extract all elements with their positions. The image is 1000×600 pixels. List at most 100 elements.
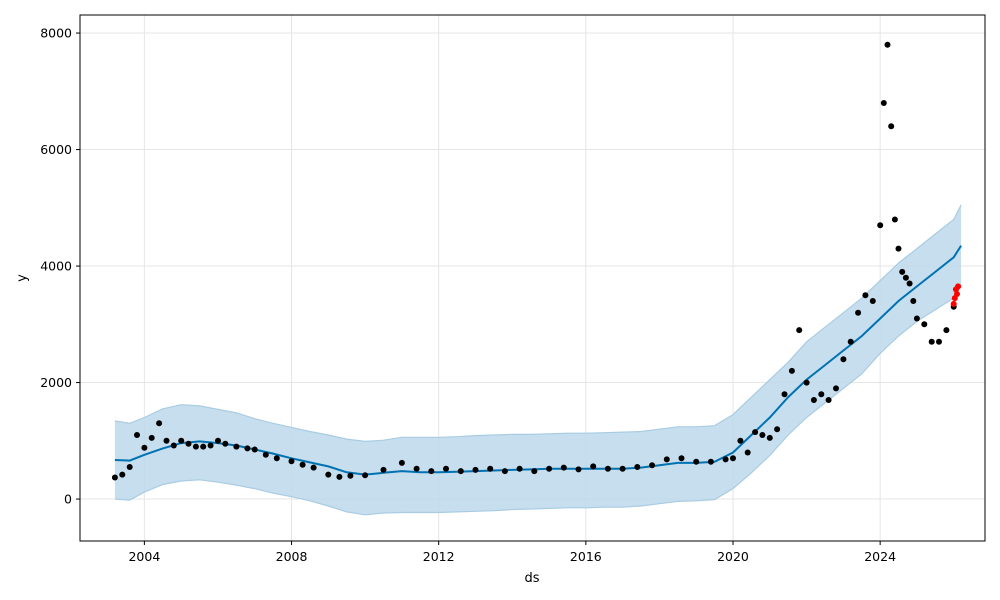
x-tick-label: 2020	[717, 549, 749, 564]
observed-point	[531, 468, 538, 475]
observed-point	[803, 379, 810, 386]
observed-point	[310, 464, 317, 471]
y-tick-label: 0	[64, 492, 72, 507]
observed-point	[288, 458, 295, 465]
y-tick-label: 8000	[40, 26, 72, 41]
observed-point	[840, 356, 847, 363]
observed-point	[516, 465, 523, 472]
observed-point	[847, 338, 854, 345]
x-tick-label: 2024	[864, 549, 896, 564]
observed-point	[862, 292, 869, 299]
observed-point	[707, 458, 714, 465]
observed-point	[663, 456, 670, 463]
observed-point	[560, 464, 567, 471]
observed-point	[678, 455, 685, 462]
observed-point	[273, 455, 280, 462]
observed-point	[185, 440, 192, 447]
observed-point	[244, 445, 251, 452]
observed-point	[604, 465, 611, 472]
x-tick-label: 2012	[423, 549, 455, 564]
observed-point	[325, 471, 332, 478]
observed-point	[913, 315, 920, 322]
observed-point	[192, 443, 199, 450]
observed-point	[888, 123, 895, 130]
observed-point	[910, 298, 917, 304]
observed-point	[472, 466, 479, 473]
observed-point	[869, 298, 876, 304]
observed-point	[943, 327, 950, 334]
observed-point	[575, 466, 582, 473]
y-axis-ticks: 0 2000 4000 6000 8000	[40, 26, 80, 507]
observed-point	[156, 420, 163, 427]
interval-upper-line	[114, 204, 962, 443]
observed-point	[336, 473, 343, 480]
observed-point	[443, 465, 449, 472]
observed-point	[891, 216, 898, 223]
observed-point	[619, 465, 626, 472]
observed-point	[170, 442, 177, 449]
observed-point	[126, 464, 133, 470]
observed-point	[649, 462, 656, 469]
observed-point	[818, 391, 825, 398]
observed-point	[855, 309, 862, 316]
x-axis-ticks: 2004 2008 2012 2016 2020 2024	[128, 541, 896, 564]
observed-point	[233, 443, 240, 450]
observed-point	[796, 327, 803, 334]
observed-point	[788, 367, 795, 374]
observed-point	[347, 472, 354, 479]
y-tick-label: 6000	[40, 142, 72, 157]
observed-point	[693, 458, 700, 465]
observed-point	[398, 459, 405, 466]
observed-point	[111, 474, 118, 481]
observed-point	[906, 280, 913, 287]
observed-point	[428, 468, 435, 475]
observed-point	[902, 274, 909, 281]
observed-point	[634, 464, 641, 470]
x-tick-label: 2008	[276, 549, 308, 564]
observed-point	[457, 468, 464, 475]
observed-point	[262, 451, 269, 458]
forecast-line-group	[114, 245, 962, 476]
observed-point	[546, 465, 553, 472]
observed-point	[810, 397, 817, 403]
y-tick-label: 2000	[40, 375, 72, 390]
observed-point	[781, 391, 788, 398]
observed-point	[752, 429, 759, 436]
observed-point	[825, 397, 832, 403]
observed-point	[119, 471, 126, 478]
observed-point	[178, 437, 185, 444]
observed-point	[380, 466, 387, 473]
forecast-line	[114, 245, 962, 476]
observed-point	[833, 385, 839, 392]
observed-point	[880, 100, 887, 106]
observed-point	[413, 465, 420, 472]
observed-point	[590, 463, 597, 470]
observed-point	[251, 446, 258, 453]
grid-lines	[80, 15, 985, 541]
observed-point	[134, 432, 140, 438]
observed-point	[722, 456, 729, 463]
observed-point	[299, 461, 306, 468]
observed-point	[730, 455, 736, 462]
observed-point	[163, 437, 170, 444]
recent-points	[950, 283, 962, 307]
observed-point	[215, 437, 221, 444]
observed-point	[487, 465, 494, 472]
observed-point	[899, 268, 906, 275]
observed-point	[928, 338, 935, 345]
observed-point	[884, 41, 891, 48]
observed-point	[895, 245, 902, 252]
observed-point	[744, 449, 751, 456]
recent-point	[950, 300, 957, 307]
x-tick-label: 2016	[570, 549, 602, 564]
observed-point	[222, 440, 229, 447]
observed-point	[200, 443, 207, 450]
plot-frame	[79, 14, 986, 542]
observed-point	[759, 432, 766, 438]
recent-point	[955, 283, 962, 290]
y-tick-label: 4000	[40, 259, 72, 274]
x-axis-label: ds	[524, 571, 539, 586]
observed-point	[501, 468, 508, 475]
observed-point	[362, 472, 369, 479]
